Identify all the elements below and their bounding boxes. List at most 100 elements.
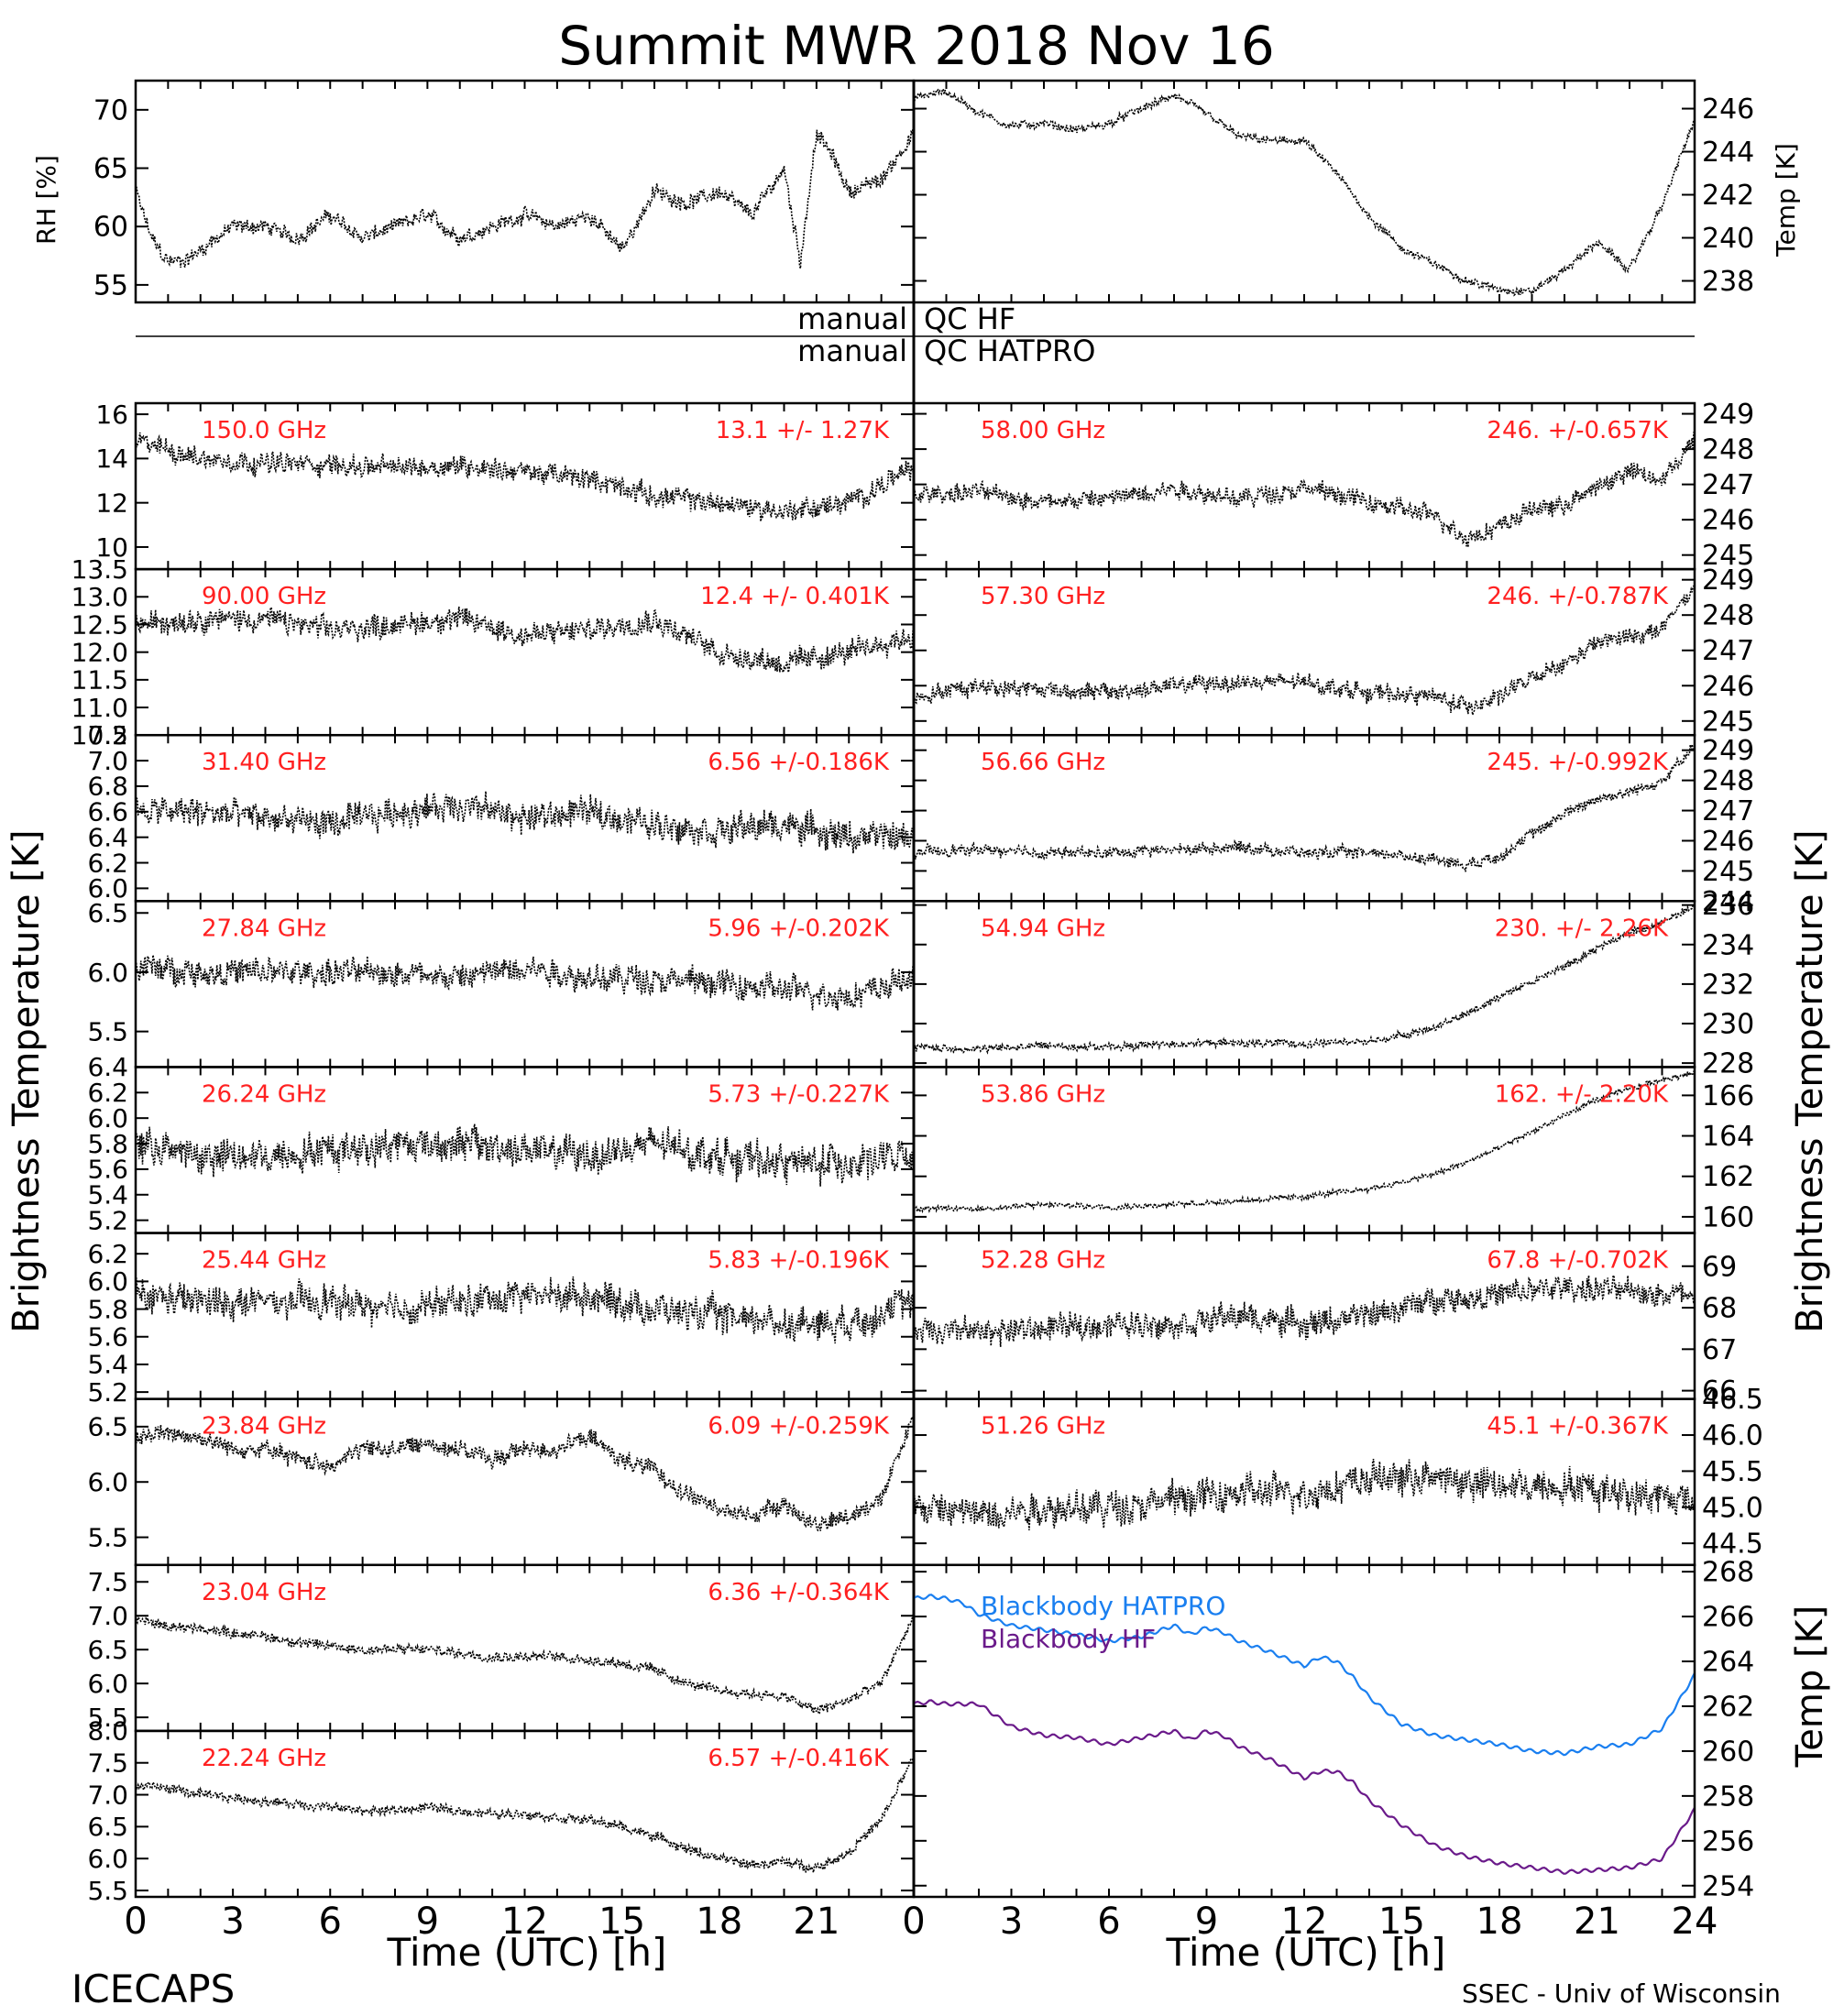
- bt-right-2-ytick-label: 245: [1702, 856, 1754, 888]
- bt-left-7-ytick-label: 6.0: [87, 1669, 128, 1699]
- freq-label: 51.26 GHz: [981, 1413, 1105, 1441]
- stat-label: 245. +/-0.992K: [1487, 749, 1669, 776]
- bt-left-8-ytick-label: 5.5: [87, 1876, 128, 1906]
- bt-left-8-ytick-label: 6.5: [87, 1812, 128, 1842]
- freq-label: 27.84 GHz: [202, 915, 326, 942]
- bt-right-2-ytick-label: 244: [1702, 886, 1754, 918]
- stat-label: 45.1 +/-0.367K: [1487, 1413, 1669, 1441]
- bt-left-1-ytick-label: 11.5: [71, 665, 128, 696]
- bt-right-4-ytick-label: 164: [1702, 1121, 1754, 1153]
- bt-left-1-ytick-label: 12.0: [71, 637, 128, 667]
- bt-panel-right-5: 66 67 68 69 52.28 GHz 67.8 +/-0.702K: [912, 1232, 1737, 1408]
- stat-label: 13.1 +/- 1.27K: [716, 417, 890, 444]
- bt-left-2-ytick-label: 6.0: [87, 873, 128, 904]
- freq-label: 23.84 GHz: [202, 1413, 326, 1441]
- footer-right: SSEC - Univ of Wisconsin: [1462, 1978, 1781, 2009]
- bt-right-6-ytick-label: 46.5: [1702, 1384, 1763, 1416]
- bt-left-0-ytick-label: 14: [95, 444, 128, 474]
- bt-panel-left-3: 5.5 6.0 6.5 27.84 GHz 5.96 +/-0.202K: [87, 898, 916, 1068]
- bt-left-4-ytick-label: 6.4: [87, 1052, 128, 1082]
- bt-left-0-ytick-label: 16: [95, 400, 128, 430]
- x-tick-label-right: 9: [1195, 1901, 1218, 1943]
- temp-series: [913, 87, 1696, 297]
- x-tick-label-right: 0: [902, 1901, 925, 1943]
- bt-series-right-4: [913, 1069, 1696, 1214]
- freq-label: 25.44 GHz: [202, 1247, 326, 1275]
- legend-entry: Blackbody HF: [981, 1624, 1156, 1654]
- bt-left-4-ytick-label: 6.2: [87, 1078, 128, 1108]
- bt-right-5-ytick-label: 67: [1702, 1334, 1737, 1366]
- qc-hf-left: manual: [797, 301, 907, 336]
- bt-series-right-1: [913, 585, 1696, 716]
- stat-label: 6.57 +/-0.416K: [708, 1745, 890, 1772]
- bt-left-5-ytick-label: 5.2: [87, 1377, 128, 1408]
- bt-right-2-ytick-label: 246: [1702, 826, 1754, 858]
- x-axis-label-right: Time (UTC) [h]: [1166, 1930, 1446, 1975]
- freq-label: 54.94 GHz: [981, 915, 1105, 942]
- bt-series-left-1: [135, 606, 915, 675]
- bt-series-left-6: [135, 1414, 915, 1532]
- bt-right-5-ytick-label: 68: [1702, 1293, 1737, 1325]
- bt-left-8-ytick-label: 8.0: [87, 1716, 128, 1747]
- bt-left-5-ytick-label: 5.4: [87, 1350, 128, 1380]
- temp-ytick-label: 244: [1702, 137, 1754, 169]
- bt-series-left-0: [135, 432, 915, 522]
- bt-panel-right-3: 228 230 232 234 236 54.94 GHz 230. +/- 2.26K: [912, 890, 1754, 1080]
- freq-label: 58.00 GHz: [981, 417, 1105, 444]
- bt-panel-left-4: 5.25.45.65.86.06.26.4 26.24 GHz 5.73 +/-0.…: [87, 1052, 916, 1235]
- bt-right-5-ytick-label: 69: [1702, 1251, 1737, 1283]
- blackbody-series-0: [913, 1594, 1696, 1757]
- x-tick-label-right: 15: [1378, 1901, 1425, 1943]
- stat-label: 67.8 +/-0.702K: [1487, 1247, 1669, 1275]
- bt-left-2-ytick-label: 6.2: [87, 848, 128, 878]
- bt-left-5-ytick-label: 6.2: [87, 1239, 128, 1269]
- freq-label: 26.24 GHz: [202, 1080, 326, 1108]
- blackbody-series-1: [913, 1699, 1696, 1875]
- bt-panel-left-5: 5.25.45.65.86.06.2 25.44 GHz 5.83 +/-0.196…: [87, 1232, 916, 1408]
- bt-series-left-2: [135, 791, 915, 854]
- blackbody-ytick-label: 268: [1702, 1557, 1754, 1589]
- bt-panel-left-2: 6.06.26.46.66.87.07.2 31.40 GHz 6.56 +/-0.…: [87, 720, 916, 904]
- page-title: Summit MWR 2018 Nov 16: [558, 15, 1274, 77]
- bt-series-left-5: [135, 1276, 915, 1344]
- bt-right-4-ytick-label: 166: [1702, 1080, 1754, 1112]
- bb-temp-axis-label: Temp [K]: [1789, 1605, 1831, 1769]
- bt-panel-right-4: 160 162 164 166 53.86 GHz 162. +/- 2.20K: [912, 1066, 1754, 1234]
- temp-panel-frame: [912, 79, 1696, 304]
- rh-axis-label: RH [%]: [31, 155, 61, 245]
- bt-left-2-ytick-label: 7.0: [87, 746, 128, 776]
- x-tick-label-left: 12: [501, 1901, 548, 1943]
- bt-right-4-ytick-label: 160: [1702, 1201, 1754, 1233]
- bt-left-7-ytick-label: 6.5: [87, 1635, 128, 1665]
- bt-left-4-ytick-label: 5.4: [87, 1180, 128, 1211]
- temp-ytick-label: 238: [1702, 266, 1754, 298]
- bt-left-1-ytick-label: 10.5: [71, 720, 128, 751]
- bt-panel-left-1: 10.511.011.512.012.513.013.5 90.00 GHz 12.…: [71, 554, 916, 751]
- bt-series-left-4: [135, 1123, 915, 1187]
- stat-label: 230. +/- 2.26K: [1495, 915, 1669, 942]
- bt-right-4-ytick-label: 162: [1702, 1161, 1754, 1193]
- blackbody-ytick-label: 258: [1702, 1780, 1754, 1813]
- bt-left-1-ytick-label: 13.0: [71, 582, 128, 612]
- blackbody-ytick-label: 256: [1702, 1825, 1754, 1857]
- freq-label: 52.28 GHz: [981, 1247, 1105, 1275]
- x-tick-label-left: 21: [793, 1901, 840, 1943]
- stat-label: 5.73 +/-0.227K: [708, 1080, 890, 1108]
- bt-series-left-3: [135, 954, 915, 1011]
- bt-left-5-ytick-label: 6.0: [87, 1266, 128, 1297]
- footer-left: ICECAPS: [71, 1967, 235, 2011]
- temp-axis-label: Temp [K]: [1771, 143, 1801, 257]
- x-tick-label-right: 12: [1281, 1901, 1328, 1943]
- bt-left-3-ytick-label: 5.5: [87, 1016, 128, 1046]
- blackbody-ytick-label: 262: [1702, 1691, 1754, 1723]
- qc-hatpro-right: QC HATPRO: [924, 334, 1095, 368]
- bt-left-7-ytick-label: 5.5: [87, 1703, 128, 1733]
- freq-label: 31.40 GHz: [202, 749, 326, 776]
- bt-left-6-ytick-label: 6.5: [87, 1412, 128, 1442]
- bt-left-6-ytick-label: 6.0: [87, 1467, 128, 1497]
- bt-right-5-ytick-label: 66: [1702, 1375, 1737, 1408]
- stat-label: 162. +/- 2.20K: [1495, 1080, 1669, 1108]
